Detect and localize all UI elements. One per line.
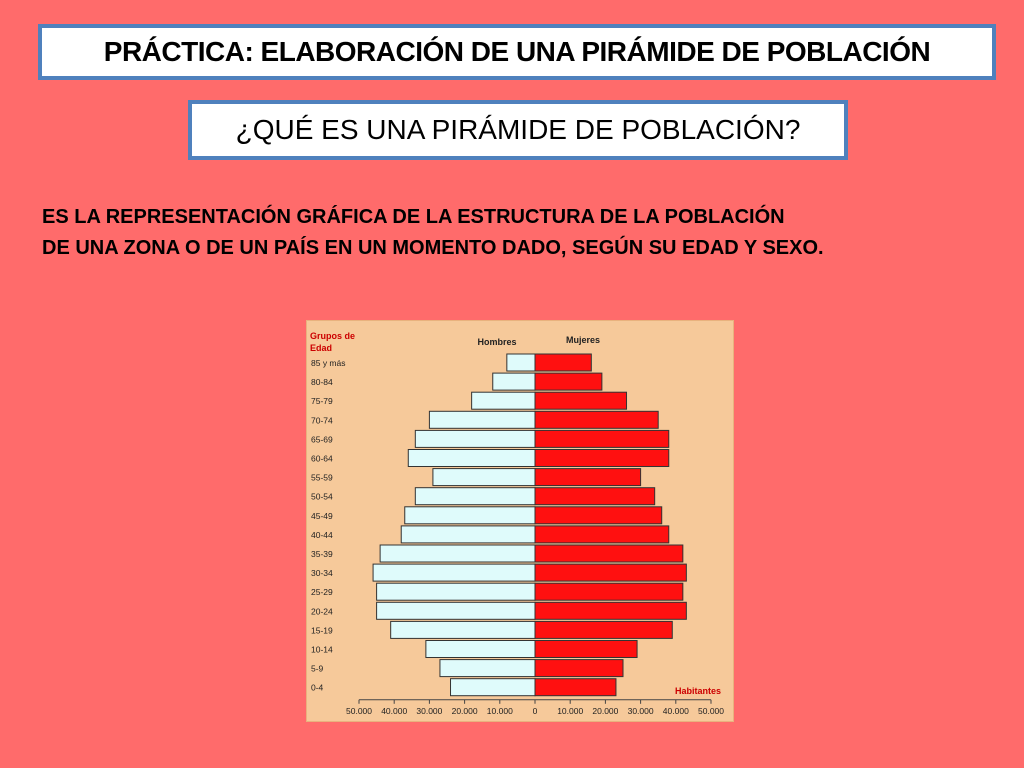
question-box: ¿QUÉ ES UNA PIRÁMIDE DE POBLACIÓN?: [188, 100, 848, 160]
bar-men: [390, 620, 536, 639]
men-label: Hombres: [477, 337, 516, 347]
bar-women: [534, 506, 663, 525]
age-group-label: 30-34: [311, 568, 333, 578]
definition-text: ES LA REPRESENTACIÓN GRÁFICA DE LA ESTRU…: [42, 202, 1002, 264]
x-tick-label: 30.000: [628, 706, 654, 716]
age-group-label: 40-44: [311, 530, 333, 540]
bar-women: [534, 620, 673, 639]
bar-men: [439, 659, 536, 678]
age-group-label: 50-54: [311, 492, 333, 502]
bar-men: [450, 678, 536, 697]
x-tick-label: 10.000: [557, 706, 583, 716]
age-group-label: 45-49: [311, 511, 333, 521]
population-pyramid-chart: Grupos de Edad Hombres Mujeres 85 y más 80-84…: [306, 320, 734, 722]
age-group-label: 85 y más: [311, 358, 346, 368]
age-group-label: 65-69: [311, 434, 333, 444]
slide-title: PRÁCTICA: ELABORACIÓN DE UNA PIRÁMIDE DE…: [103, 36, 931, 67]
bar-women: [534, 601, 687, 620]
x-tick-label: 40.000: [663, 706, 689, 716]
x-tick-label: 0: [533, 706, 538, 716]
age-group-label: 15-19: [311, 625, 333, 635]
x-tick-label: 50.000: [346, 706, 372, 716]
bar-men: [400, 525, 536, 544]
bar-women: [534, 487, 656, 506]
women-label: Mujeres: [566, 335, 600, 345]
bar-men: [425, 640, 536, 658]
age-group-label: 0-4: [311, 683, 324, 693]
bar-women: [534, 563, 687, 582]
age-group-label: 75-79: [311, 396, 333, 406]
bar-men: [372, 563, 536, 582]
age-group-label: 5-9: [311, 664, 324, 674]
bar-women: [534, 372, 603, 391]
bar-men: [404, 506, 536, 525]
bar-men: [376, 601, 536, 620]
age-group-label: 60-64: [311, 454, 333, 464]
bar-men: [506, 353, 536, 372]
bar-men: [428, 410, 536, 429]
bar-women: [534, 410, 659, 429]
pyramid-svg: Grupos de Edad Hombres Mujeres 85 y más 80-84…: [310, 331, 724, 716]
definition-line-2: DE UNA ZONA O DE UN PAÍS EN UN MOMENTO D…: [42, 237, 824, 259]
slide-title-box: PRÁCTICA: ELABORACIÓN DE UNA PIRÁMIDE DE…: [38, 24, 996, 80]
age-group-label: 80-84: [311, 377, 333, 387]
bar-women: [534, 449, 670, 467]
bar-men: [471, 391, 536, 410]
x-tick-label: 20.000: [452, 706, 478, 716]
bar-men: [379, 544, 536, 563]
bar-women: [534, 678, 617, 697]
bar-women: [534, 391, 628, 410]
bar-women: [534, 582, 684, 601]
age-group-label: 10-14: [311, 645, 333, 655]
bar-women: [534, 525, 670, 544]
age-group-label: 70-74: [311, 415, 333, 425]
x-tick-label: 30.000: [416, 706, 442, 716]
age-group-label: 20-24: [311, 606, 333, 616]
bar-men: [492, 372, 536, 391]
bar-women: [534, 353, 592, 372]
x-tick-label: 50.000: [698, 706, 724, 716]
inhabitants-label: Habitantes: [675, 686, 721, 696]
bar-women: [534, 659, 624, 678]
question-text: ¿QUÉ ES UNA PIRÁMIDE DE POBLACIÓN?: [235, 114, 801, 145]
definition-line-1: ES LA REPRESENTACIÓN GRÁFICA DE LA ESTRU…: [42, 206, 785, 228]
bar-women: [534, 429, 670, 448]
age-groups-title-line-2: Edad: [310, 343, 332, 353]
bar-men: [414, 487, 536, 506]
bar-men: [432, 468, 536, 487]
bar-women: [534, 468, 642, 487]
bar-men: [407, 449, 536, 467]
age-group-label: 25-29: [311, 587, 333, 597]
age-group-label: 35-39: [311, 549, 333, 559]
bar-women: [534, 544, 684, 563]
bar-men: [376, 582, 536, 601]
bar-men: [414, 429, 536, 448]
age-group-label: 55-59: [311, 473, 333, 483]
x-tick-label: 40.000: [381, 706, 407, 716]
x-tick-label: 20.000: [592, 706, 618, 716]
bar-women: [534, 640, 638, 658]
x-tick-label: 10.000: [487, 706, 513, 716]
age-groups-title-line-1: Grupos de: [310, 331, 355, 341]
